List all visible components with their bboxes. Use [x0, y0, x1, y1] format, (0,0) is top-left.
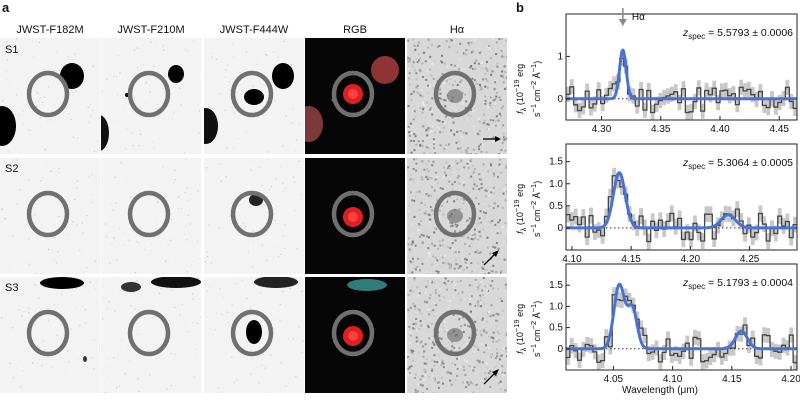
- row-label-s1: S1: [5, 44, 19, 56]
- x-tick-label: 4.05: [604, 374, 624, 385]
- y-tick-label: 1: [557, 51, 563, 62]
- y-tick-label: 0: [557, 344, 563, 355]
- data-step-line: [566, 294, 797, 364]
- x-tick-label: 4.20: [681, 254, 701, 265]
- orientation-arrow-s2: [483, 250, 499, 266]
- column-header-f210m: JWST-F210M: [117, 24, 185, 36]
- redshift-label: zspec = 5.1793 ± 0.0004: [682, 277, 793, 291]
- y-tick-label: 1.0: [549, 179, 563, 190]
- cutout-s3-rgb: [305, 277, 405, 393]
- row-label-s3: S3: [5, 282, 19, 294]
- x-tick-label: 4.10: [663, 374, 683, 385]
- column-header-f182m: JWST-F182M: [16, 24, 84, 36]
- cutout-s2-f210m: [101, 158, 201, 274]
- cutout-s3-f182m: [0, 277, 100, 393]
- redshift-label: zspec = 5.3064 ± 0.0005: [682, 157, 793, 171]
- model-fit-line: [565, 282, 798, 351]
- panel-b-label: b: [516, 0, 524, 15]
- halpha-line-label: Hα: [632, 12, 645, 23]
- row-label-s2: S2: [5, 163, 19, 175]
- y-axis-label-s1: fλ (10−19 erg s−1 cm−2 Å−1): [512, 60, 542, 118]
- plot-frame: [565, 263, 798, 371]
- model-fit-line: [565, 171, 798, 230]
- model-fit-line: [565, 48, 798, 101]
- column-header-f444w: JWST-F444W: [219, 24, 289, 36]
- cutout-s1-f210m: [101, 38, 201, 154]
- x-axis-label: Wavelength (μm): [622, 385, 698, 396]
- cutout-s3-f210m: [101, 277, 201, 393]
- plot-frame: [565, 13, 798, 121]
- spectrum-chart-s3: 4.05 4.10 4.15 4.20 0 0.5 1.0 1.5 zspec = 5.1793…: [549, 263, 800, 385]
- cutout-s1-f444w: [204, 38, 304, 154]
- spectrum-panel-s1: 4.30 4.35 4.40 4.45 0 1 zspec = 5.5793 ± 0.000…: [522, 6, 800, 135]
- x-tick-label: 4.30: [592, 124, 612, 135]
- cutout-s2-rgb: [305, 158, 405, 274]
- x-tick-label: 4.15: [621, 254, 641, 265]
- x-tick-label: 4.45: [769, 124, 789, 135]
- x-tick-label: 4.25: [740, 254, 760, 265]
- x-tick-label: 4.40: [710, 124, 730, 135]
- column-header-halpha: Hα: [449, 24, 465, 36]
- y-axis-label-s3: fλ (10−19 erg s−1 cm−2 Å−1): [512, 300, 542, 358]
- y-tick-label: 0.5: [549, 201, 563, 212]
- cutout-s1-rgb: [305, 38, 405, 154]
- y-tick-label: 1.5: [549, 157, 563, 168]
- cutout-s2-halpha: [407, 158, 507, 274]
- panel-a-label: a: [2, 0, 10, 15]
- y-tick-label: 0: [557, 94, 563, 105]
- redshift-label: zspec = 5.5793 ± 0.0006: [682, 27, 793, 41]
- x-tick-label: 4.20: [781, 374, 800, 385]
- spectrum-chart-s1: 4.30 4.35 4.40 4.45 0 1 zspec = 5.5793 ± 0.000…: [557, 8, 798, 135]
- y-tick-label: 1.5: [549, 280, 563, 291]
- x-tick-label: 4.35: [651, 124, 671, 135]
- cutout-s3-f444w: [204, 277, 304, 393]
- spectrum-panel-s3: 4.05 4.10 4.15 4.20 0 0.5 1.0 1.5 zspec = 5.1793…: [522, 256, 800, 385]
- y-axis-label-s2: fλ (10−19 erg s−1 cm−2 Å−1): [512, 180, 542, 238]
- y-tick-label: 1.0: [549, 301, 563, 312]
- plot-frame: [565, 143, 798, 251]
- x-tick-label: 4.10: [562, 254, 582, 265]
- column-header-rgb: RGB: [343, 24, 367, 36]
- x-tick-label: 4.15: [722, 374, 742, 385]
- cutout-s1-f182m: [0, 38, 100, 154]
- orientation-arrow-s1: [483, 136, 501, 142]
- cutout-s2-f182m: [0, 158, 100, 274]
- cutout-s2-f444w: [204, 158, 304, 274]
- spectrum-panel-s2: 4.10 4.15 4.20 4.25 0 0.5 1.0 1.5 zspec = 5.3064…: [522, 136, 800, 265]
- y-tick-label: 0.5: [549, 323, 563, 334]
- cutout-s3-halpha: [407, 277, 507, 393]
- spectrum-chart-s2: 4.10 4.15 4.20 4.25 0 0.5 1.0 1.5 zspec = 5.3064…: [549, 143, 798, 265]
- cutout-s1-halpha: [407, 38, 507, 154]
- orientation-arrow-s3: [483, 369, 499, 385]
- y-tick-label: 0: [557, 223, 563, 234]
